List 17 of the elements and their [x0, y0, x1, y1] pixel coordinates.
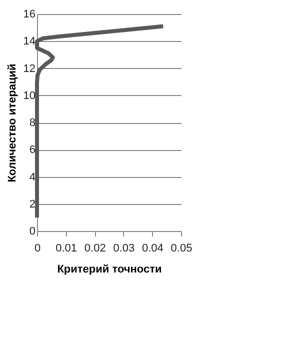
y-tick-label: 8 [29, 117, 36, 129]
y-tick-label: 12 [23, 62, 36, 75]
line-series [35, 24, 166, 220]
x-axis-title: Критерий точности [57, 264, 162, 276]
y-tick-label: 4 [29, 171, 36, 184]
x-tick-label: 0.02 [84, 242, 106, 254]
y-tick-label: 0 [29, 226, 36, 238]
x-tick-label: 0.04 [142, 242, 164, 254]
y-tick-label: 10 [23, 90, 36, 102]
y-tick-label: 2 [29, 198, 36, 210]
x-tick-label: 0.05 [170, 242, 192, 254]
y-tick-label: 14 [23, 36, 36, 48]
x-tick-label: 0.03 [113, 242, 135, 254]
x-tick-label: 0.01 [56, 242, 78, 254]
y-axis-title: Количество итераций [6, 64, 18, 182]
y-tick-label: 6 [29, 144, 36, 156]
y-tick-label: 16 [23, 8, 36, 20]
